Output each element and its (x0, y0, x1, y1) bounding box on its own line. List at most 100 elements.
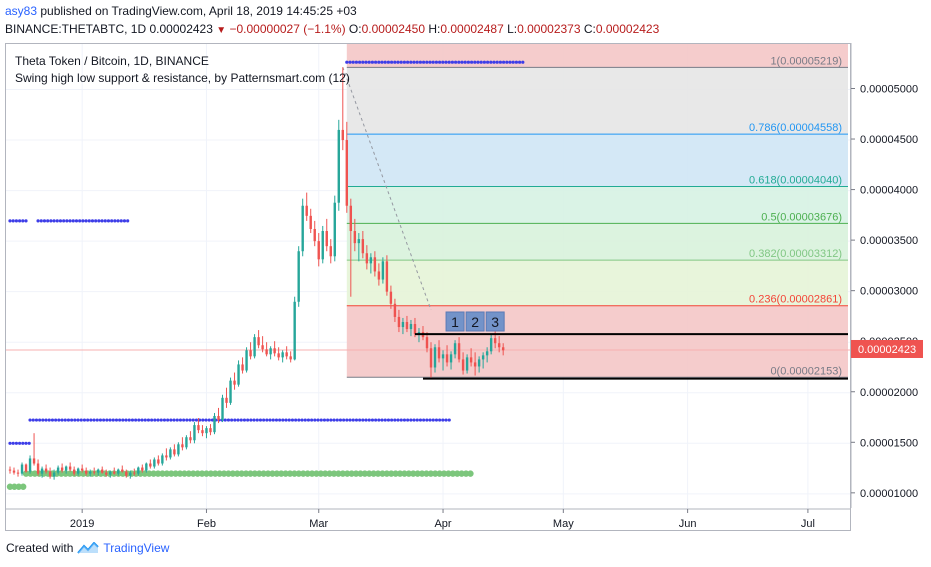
candle-body (249, 350, 252, 357)
candle-body (325, 231, 328, 247)
candle-body (389, 291, 393, 304)
candle-body (401, 321, 405, 328)
swing-level-dot (441, 418, 445, 422)
swing-level-dot (467, 470, 474, 477)
swing-level-dot (260, 470, 267, 477)
candle-body (373, 257, 377, 272)
swing-level-dot (178, 418, 183, 422)
fib-band (346, 186, 848, 224)
candle-body (493, 338, 497, 344)
candle-body (12, 470, 16, 473)
candle-body (469, 357, 473, 363)
swing-level-dot (399, 418, 403, 422)
swing-level-dot (71, 219, 75, 223)
fib-level-label: 0(0.00002153) (770, 365, 842, 377)
candle-body (113, 471, 116, 474)
open-label: O: (348, 22, 362, 36)
swing-level-dot (146, 418, 151, 422)
swing-level-dot (402, 60, 407, 64)
candle-body (181, 444, 184, 448)
swing-level-dot (68, 219, 72, 223)
time-axis-label: Jun (679, 518, 697, 530)
swing-level-dot (518, 60, 522, 64)
swing-level-dot (58, 470, 65, 477)
swing-level-dot (110, 219, 114, 223)
swing-level-dot (239, 418, 243, 422)
swing-level-dot (412, 60, 416, 64)
high-value: 0.00002487 (440, 22, 504, 36)
swing-level-dot (264, 470, 272, 477)
candle-body (84, 470, 88, 474)
candle-body (8, 469, 12, 471)
swing-level-dot (415, 418, 419, 422)
fib-trend-line (342, 67, 432, 311)
swing-level-dot (380, 60, 384, 64)
swing-level-dot (422, 418, 426, 422)
swing-level-dot (103, 219, 107, 223)
swing-level-dot (380, 418, 384, 422)
candle-body (369, 257, 373, 264)
fib-level-label: 0.382(0.00003312) (749, 248, 842, 260)
candle-body (441, 354, 445, 359)
candle-body (397, 316, 401, 328)
swing-level-dot (97, 219, 101, 223)
swing-level-dot (153, 418, 157, 422)
swing-level-dot (388, 470, 395, 477)
swing-level-dot (102, 418, 106, 422)
change-value: −0.00000027 (−1.1%) (229, 22, 346, 36)
chart-pane[interactable]: 1(0.00005219) 0.786(0.00004558) 0.618(0.00… (5, 43, 851, 531)
swing-level-dot (203, 470, 210, 477)
swing-level-dot (181, 470, 188, 477)
tradingview-link[interactable]: TradingView (103, 541, 170, 555)
swing-level-dot (383, 60, 387, 64)
swing-level-dot (119, 219, 123, 223)
swing-level-dot (223, 418, 227, 422)
swing-level-dot (482, 60, 487, 64)
swing-level-dot (78, 219, 82, 223)
swing-level-dot (92, 418, 96, 422)
swing-level-dot (335, 470, 342, 477)
swing-level-dot (188, 418, 192, 422)
swing-label-text: 2 (471, 314, 479, 330)
swing-level-dot (370, 418, 375, 422)
swing-level-dot (441, 60, 445, 64)
legend-title: Theta Token / Bitcoin, 1D, BINANCE (15, 54, 209, 68)
swing-level-dot (386, 60, 391, 64)
price-chart[interactable]: 1(0.00005219) 0.786(0.00004558) 0.618(0.00… (6, 44, 851, 531)
swing-level-dot (94, 219, 98, 223)
swing-level-dot (466, 60, 471, 64)
swing-level-dot (498, 60, 503, 64)
swing-level-dot (444, 418, 448, 422)
candle-body (437, 347, 441, 359)
swing-level-dot (238, 470, 245, 477)
swing-level-dot (113, 219, 117, 223)
swing-level-dot (14, 219, 18, 223)
candle-body (453, 343, 457, 355)
swing-level-dot (330, 470, 338, 477)
candle-body (44, 468, 48, 472)
swing-level-dot (242, 418, 247, 422)
swing-level-dot (383, 418, 387, 422)
candle-body (329, 246, 332, 257)
author-link[interactable]: asy83 (5, 4, 38, 18)
candle-body (97, 469, 100, 473)
swing-level-dot (319, 418, 323, 422)
swing-level-dot (11, 483, 18, 490)
price-axis[interactable]: 0.000010000.000015000.000020000.00002500… (850, 43, 931, 508)
swing-level-dot (383, 470, 391, 477)
swing-level-dot (447, 60, 451, 64)
time-axis-label: Feb (197, 518, 216, 530)
candle-body (241, 364, 244, 371)
swing-level-dot (322, 418, 327, 422)
swing-level-dot (396, 60, 400, 64)
swing-level-dot (514, 60, 519, 64)
swing-level-dot (354, 60, 359, 64)
candle-body (237, 364, 240, 385)
swing-level-dot (191, 418, 195, 422)
swing-level-dot (169, 418, 173, 422)
candle-body (157, 459, 160, 464)
candle-body (445, 354, 449, 363)
swing-level-dot (438, 418, 442, 422)
candle-body (56, 467, 60, 473)
candle-body (425, 337, 429, 349)
